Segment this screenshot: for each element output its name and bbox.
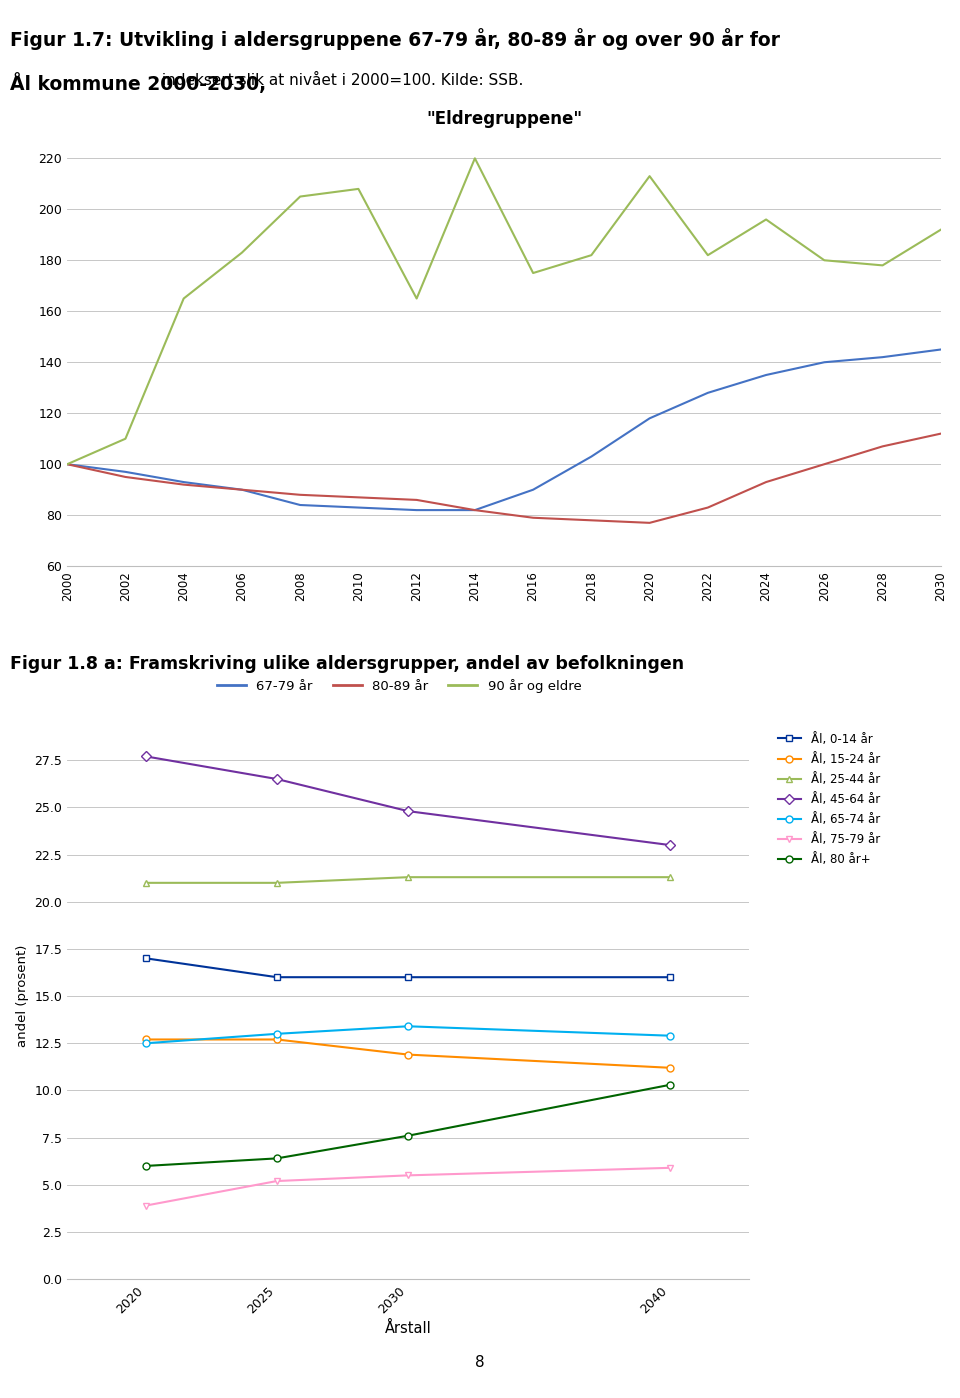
Y-axis label: andel (prosent): andel (prosent) bbox=[16, 945, 29, 1047]
Text: 8: 8 bbox=[475, 1355, 485, 1370]
Text: Figur 1.7: Utvikling i aldersgruppene 67-79 år, 80-89 år og over 90 år for: Figur 1.7: Utvikling i aldersgruppene 67… bbox=[10, 28, 780, 49]
Text: Figur 1.8 a: Framskriving ulike aldersgrupper, andel av befolkningen: Figur 1.8 a: Framskriving ulike aldersgr… bbox=[10, 656, 684, 674]
X-axis label: Årstall: Årstall bbox=[385, 1321, 431, 1336]
Text: indeksert slik at nivået i 2000=100. Kilde: SSB.: indeksert slik at nivået i 2000=100. Kil… bbox=[157, 73, 524, 88]
Title: "Eldregruppene": "Eldregruppene" bbox=[426, 110, 582, 129]
Text: Ål kommune 2000-2030,: Ål kommune 2000-2030, bbox=[10, 73, 266, 94]
Legend: Ål, 0-14 år, Ål, 15-24 år, Ål, 25-44 år, Ål, 45-64 år, Ål, 65-74 år, Ål, 75-79 å: Ål, 0-14 år, Ål, 15-24 år, Ål, 25-44 år,… bbox=[775, 730, 882, 868]
Legend: 67-79 år, 80-89 år, 90 år og eldre: 67-79 år, 80-89 år, 90 år og eldre bbox=[211, 674, 587, 698]
